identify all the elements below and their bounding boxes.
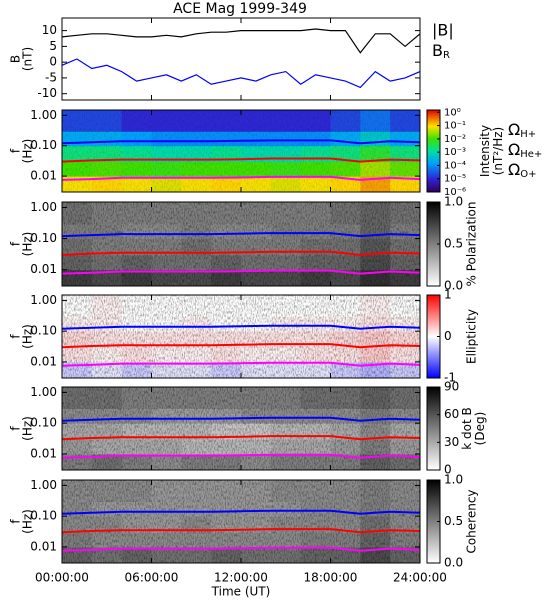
y-axis-label: f <box>9 519 23 524</box>
colorbar-tick-label: 0.0 <box>444 556 463 570</box>
legend-entry: |B| <box>432 21 454 40</box>
colorbar-tick-label: 10⁰ <box>444 107 461 118</box>
series-line <box>62 435 420 441</box>
series-line <box>62 269 420 275</box>
series-line <box>62 28 420 54</box>
colorbar-label: Intensity <box>478 125 492 177</box>
colorbar-tick-label: 0.5 <box>444 514 463 528</box>
y-axis-label: f <box>9 334 23 339</box>
y-axis-label: (Hz) <box>21 416 35 441</box>
y-tick-label: 1.00 <box>30 385 57 399</box>
colorbar-tick-label: 0 <box>444 329 452 343</box>
plot-area <box>62 387 420 470</box>
series-line <box>62 139 420 145</box>
y-tick-label: 0.10 <box>30 416 57 430</box>
plot-area <box>62 295 420 378</box>
y-tick-label: 1.00 <box>30 200 57 214</box>
y-tick-label: 1.00 <box>30 478 57 492</box>
legend-entry: ΩHe+ <box>508 140 542 161</box>
legend-entry: BR <box>432 41 450 62</box>
y-tick-label: 1.00 <box>30 293 57 307</box>
colorbar-label: k dot B <box>460 407 474 449</box>
series-line <box>62 157 420 163</box>
y-tick-label: 0.10 <box>30 138 57 152</box>
y-axis-label: f <box>9 426 23 431</box>
colorbar-label: (Deg) <box>473 412 487 446</box>
colorbar-tick-label: 10⁻³ <box>444 147 466 158</box>
colorbar-label: Coherency <box>465 489 479 553</box>
colorbar-tick-label: 1.0 <box>444 195 463 209</box>
colorbar-tick-label: 30 <box>444 435 459 449</box>
series-line <box>62 343 420 349</box>
y-axis-label: f <box>9 241 23 246</box>
y-axis-label: B <box>9 55 23 63</box>
series-line <box>62 528 420 534</box>
series-line <box>62 232 420 238</box>
legend-entry: ΩO+ <box>508 160 536 181</box>
series-line <box>62 453 420 459</box>
colorbar-tick-label: 10⁻⁶ <box>444 187 466 198</box>
series-line <box>62 546 420 552</box>
colorbar-tick-label: 0.5 <box>444 237 463 251</box>
colorbar-label: % Polarization <box>465 202 479 287</box>
series-line <box>62 58 420 89</box>
colorbar-label: Ellipticity <box>465 309 479 364</box>
y-tick-label: 0 <box>49 55 57 69</box>
y-tick-label: 0.01 <box>30 169 57 183</box>
plot-area <box>62 480 420 563</box>
y-tick-label: 0.01 <box>30 354 57 368</box>
series-line <box>62 250 420 256</box>
y-axis-label: (Hz) <box>21 139 35 164</box>
colorbar-tick-label: 10⁻² <box>444 134 466 145</box>
y-tick-label: 0.01 <box>30 539 57 553</box>
colorbar <box>426 386 441 471</box>
plot-area <box>62 28 420 89</box>
y-tick-label: 10 <box>42 23 57 37</box>
plot-area <box>62 110 420 192</box>
colorbar-tick-label: 60 <box>444 407 459 421</box>
colorbar-tick-label: 1.0 <box>444 473 463 487</box>
colorbar-tick-label: 0.0 <box>444 279 463 293</box>
colorbar-tick-label: 0 <box>444 463 452 477</box>
plot-area <box>62 202 420 286</box>
colorbar-tick-label: 10⁻⁴ <box>444 160 466 171</box>
x-axis-label: Time (UT) <box>211 585 271 599</box>
x-tick-label: 18:00:00 <box>304 571 358 585</box>
y-tick-label: 0.10 <box>30 509 57 523</box>
y-tick-label: 0.01 <box>30 446 57 460</box>
series-line <box>62 416 420 422</box>
series-line <box>62 361 420 367</box>
y-axis-label: (Hz) <box>21 509 35 534</box>
colorbar-tick-label: 1 <box>444 288 452 302</box>
x-tick-label: 00:00:00 <box>35 571 89 585</box>
legend-entry: ΩH+ <box>508 120 536 141</box>
y-axis-label: (Hz) <box>21 324 35 349</box>
series-line <box>62 509 420 515</box>
colorbar-label: (nT²/Hz) <box>491 127 505 175</box>
colorbar-tick-label: -1 <box>444 371 456 385</box>
y-tick-label: -5 <box>45 70 57 84</box>
y-tick-label: 0.10 <box>30 324 57 338</box>
x-tick-label: 24:00:00 <box>393 571 447 585</box>
series-line <box>62 324 420 330</box>
colorbar-tick-label: 10⁻⁵ <box>444 174 466 185</box>
chart-title: ACE Mag 1999-349 <box>173 1 307 17</box>
x-tick-label: 12:00:00 <box>214 571 268 585</box>
y-tick-label: -10 <box>37 86 57 100</box>
y-axis-label: (Hz) <box>21 232 35 257</box>
colorbar-tick-label: 10⁻¹ <box>444 121 466 132</box>
colorbar-tick-label: 90 <box>444 380 459 394</box>
y-tick-label: 5 <box>49 39 57 53</box>
y-axis-label: (nT) <box>21 47 35 71</box>
colorbar <box>426 109 441 193</box>
y-tick-label: 0.10 <box>30 231 57 245</box>
series-line <box>62 175 420 181</box>
y-tick-label: 1.00 <box>30 108 57 122</box>
y-tick-label: 0.01 <box>30 262 57 276</box>
x-tick-label: 06:00:00 <box>125 571 179 585</box>
y-axis-label: f <box>9 148 23 153</box>
